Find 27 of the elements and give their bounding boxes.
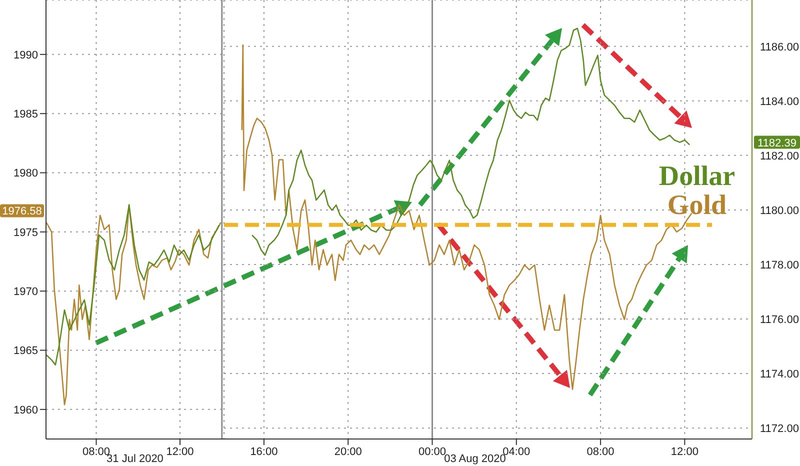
y-tick-label: 1990 [14,49,38,62]
y-tick-label: 1960 [14,404,38,416]
x-tick-label: 20:00 [334,446,362,458]
y-tick-label: 1965 [14,345,38,358]
text: 31 Jul 2020 [106,453,164,465]
y-tick-label: 1970 [14,286,38,298]
y-tick-label: 1975 [14,226,38,239]
y-tick-label: 1985 [14,108,38,120]
y-tick-label: 1980 [14,168,38,180]
text: 03 Aug 2020 [444,453,506,465]
y2-tick-label: 1182.00 [760,150,799,162]
text: 1182.39 [758,137,796,150]
text: 1976.58 [2,206,42,218]
y2-tick-label: 1186.00 [760,41,799,54]
x-tick-label: 16:00 [250,446,278,458]
x-tick-label: 12:00 [166,446,194,458]
series-label: Dollar [658,161,736,192]
y2-tick-label: 1174.00 [760,368,799,380]
y2-tick-label: 1184.00 [760,96,799,108]
x-tick-label: 12:00 [670,446,698,458]
y2-tick-label: 1176.00 [760,314,799,326]
y2-tick-label: 1178.00 [760,259,799,272]
line-series [46,204,222,406]
x-tick-label: 08:00 [586,446,614,458]
y2-tick-label: 1180.00 [760,204,799,217]
series-label: Gold [667,190,727,221]
y2-tick-label: 1172.00 [760,423,799,435]
